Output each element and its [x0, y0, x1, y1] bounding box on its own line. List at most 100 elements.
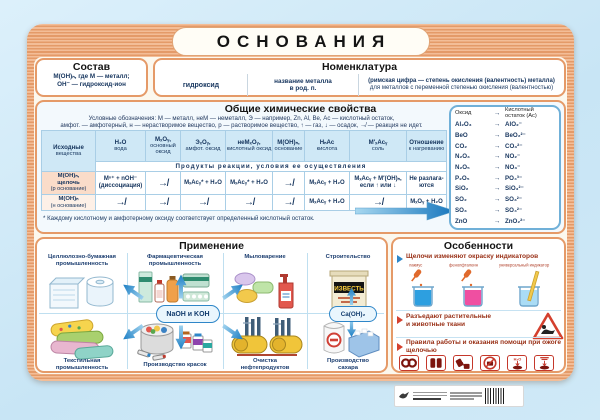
cell-no-reaction: ↛ [349, 194, 407, 211]
bullet-icon [397, 255, 403, 263]
neutralize-icon [534, 355, 554, 371]
oxide-row: SO₂ → SO₃²⁻ [455, 196, 523, 204]
sugar-image [323, 322, 380, 358]
corrosive-warning-icon [532, 312, 564, 340]
cell-no-reaction: ↛ [272, 171, 305, 195]
oxide-table-header: Оксид → Кислотный остаток (Ас) [455, 106, 537, 119]
divider [396, 337, 561, 338]
cell-no-reaction: ↛ [145, 171, 181, 195]
publisher-label [394, 385, 524, 407]
oxide-row: CO₂ → CO₃²⁻ [455, 142, 523, 150]
textile-image [50, 319, 114, 360]
naoh-koh-oval: NaOH и KOH [156, 305, 220, 323]
caoh2-oval: Ca(OH)₂ [329, 306, 377, 322]
table-row-insoluble-base: M(OH)ₙ (н основание) ↛ ↛ ↛ ↛ ↛ MₓАсᵧ + H₂… [41, 194, 447, 211]
application-title: Применение [179, 240, 244, 252]
col-header-source: Исходные вещества [41, 130, 96, 172]
label-paints: Производство красок [143, 362, 207, 368]
label-construction: Строительство [325, 254, 371, 260]
col-header-salt: M′ₓАсᵧ соль [349, 130, 407, 162]
goggles-icon [399, 355, 419, 371]
properties-legend: Условные обозначения: М — металл, неМ — … [60, 115, 423, 129]
table-footnote: * Каждому кислотному и амфотерному оксид… [43, 215, 315, 222]
cell-not-decompose: Не разлага-ются [406, 171, 447, 195]
feature-safety-line1: Правила работы и оказания помощи при ожо… [406, 339, 562, 346]
nomenclature-title: Номенклатура [321, 61, 398, 73]
cell-salt-water: MₓАсᵧ + H₂O [304, 171, 350, 195]
oxide-row: ZnO → ZnO₂²⁻ [455, 217, 526, 225]
cell-salt-water: MₓАсᵧ* + H₂O [225, 171, 273, 195]
grid-line [223, 253, 224, 369]
cell-no-reaction: ↛ [145, 194, 181, 211]
col-header-amphoteric-oxide: ЭₓOᵧ, амфот. оксид [180, 130, 226, 162]
col-header-base: M(OH)ₙ, основание [272, 130, 305, 162]
features-panel: Особенности Щелочи изменяют окраску инди… [391, 237, 566, 373]
cell-salt-water: MₓАсᵧ + H₂O [304, 194, 350, 211]
feature-corrosive-line1: Разъедают растительные [406, 313, 492, 320]
indicator-label-litmus: лакмус [409, 264, 423, 269]
publisher-microtext [450, 392, 482, 400]
cell-no-reaction: ↛ [272, 194, 305, 211]
label-pharma: Фармацевтическая промышленность [147, 254, 203, 267]
lime-bag-text: ИЗВЕСТЬ [334, 286, 364, 293]
oxide-residue-table: Оксид → Кислотный остаток (Ас) Al₂O₃ → AlO₂… [449, 105, 561, 230]
barcode [485, 388, 505, 404]
oxide-row: N₂O₃ → NO₂⁻ [455, 153, 521, 161]
careful-pouring-icon [453, 355, 473, 371]
col-header-basic-oxide: MₓOᵧ, основный оксид [145, 130, 181, 162]
publisher-logo-icon [399, 391, 409, 399]
col-header-acid: HₙАс кислота [304, 130, 350, 162]
composition-panel: Состав M(OH)ₙ, где M — металл; OH⁻ — гид… [35, 58, 148, 97]
cell-salt-water: MₓАсᵧ* + H₂O [180, 171, 226, 195]
pharma-image [138, 271, 210, 303]
publisher-microtext [413, 391, 447, 401]
beaker-phenolphthalein [461, 269, 484, 307]
composition-formula-2: OH⁻ — гидроксид-ион [57, 80, 126, 88]
bullet-icon [397, 316, 403, 324]
beaker-universal-indicator [518, 270, 540, 307]
label-pulp-paper: Целлюлозно-бумажная промышленность [47, 254, 116, 267]
row-label-alkali: M(OH)ₙ, щелочь (р основание) [41, 171, 96, 195]
divider [396, 310, 561, 311]
oxide-row: N₂O₅ → NO₃⁻ [455, 163, 521, 171]
feature-safety-line2: щелочью [406, 347, 437, 354]
chemical-properties-panel: Общие химические свойства Условные обозн… [35, 100, 566, 234]
nomenclature-metal-name: название металла в род. п. [248, 74, 359, 96]
poster-frame: ОСНОВАНИЯ Состав M(OH)ₙ, где M — металл;… [27, 24, 574, 381]
h2o-text: H₂O [513, 356, 521, 361]
label-sugar: Производство сахара [326, 358, 369, 371]
poster-title: ОСНОВАНИЯ [216, 31, 392, 51]
composition-formula-1: M(OH)ₙ, где M — металл; [53, 73, 130, 80]
grid-line [307, 253, 308, 369]
oxide-row: BeO → BeO₂²⁻ [455, 131, 526, 139]
cell-dissociation: Mⁿ⁺ + nOH⁻ (диссоциация) [95, 171, 146, 195]
nomenclature-panel: Номенклатура гидроксид название металла … [153, 58, 566, 97]
reactions-table: Исходные вещества H₂O вода MₓOᵧ, основный о… [41, 130, 447, 211]
application-panel: Применение Целлюлозно-бумажная промышленн… [35, 237, 388, 373]
cell-no-reaction: ↛ [95, 194, 146, 211]
paper-industry-image [48, 276, 114, 309]
feature-indicators-text: Щелочи изменяют окраску индикаторов [406, 253, 539, 260]
gloves-icon [426, 355, 446, 371]
poster-inner: Состав M(OH)ₙ, где M — металл; OH⁻ — гид… [34, 57, 567, 374]
cell-no-reaction: ↛ [225, 194, 273, 211]
nomenclature-row: гидроксид название металла в род. п. (ри… [155, 74, 564, 96]
composition-title: Состав [72, 61, 111, 73]
col-header-acidic-oxide: неМₓOᵧ, кислотный оксид [225, 130, 273, 162]
col-header-heating: Отношение к нагреванию [406, 130, 447, 162]
lime-bag-image: ИЗВЕСТЬ [329, 270, 369, 311]
nomenclature-hydroxide: гидроксид [155, 74, 248, 96]
feature-corrosive-line2: и животные ткани [406, 321, 466, 328]
nomenclature-valency-note: (римская цифра — степень окисления (вале… [368, 78, 555, 91]
cell-no-reaction: ↛ [180, 194, 226, 211]
label-oil-refining: Очистка нефтепродуктов [240, 358, 290, 371]
oxide-row: SO₃ → SO₄²⁻ [455, 206, 523, 214]
beaker-litmus [411, 269, 434, 307]
grid-line [127, 253, 128, 369]
label-textile: Текстильная промышленность [55, 358, 109, 371]
bullet-icon [397, 343, 403, 351]
products-band: Продукты реакции, условия ее осуществлен… [95, 161, 447, 172]
table-row-alkali: M(OH)ₙ, щелочь (р основание) Mⁿ⁺ + nOH⁻ (ди… [41, 171, 447, 195]
soap-image [234, 272, 294, 309]
